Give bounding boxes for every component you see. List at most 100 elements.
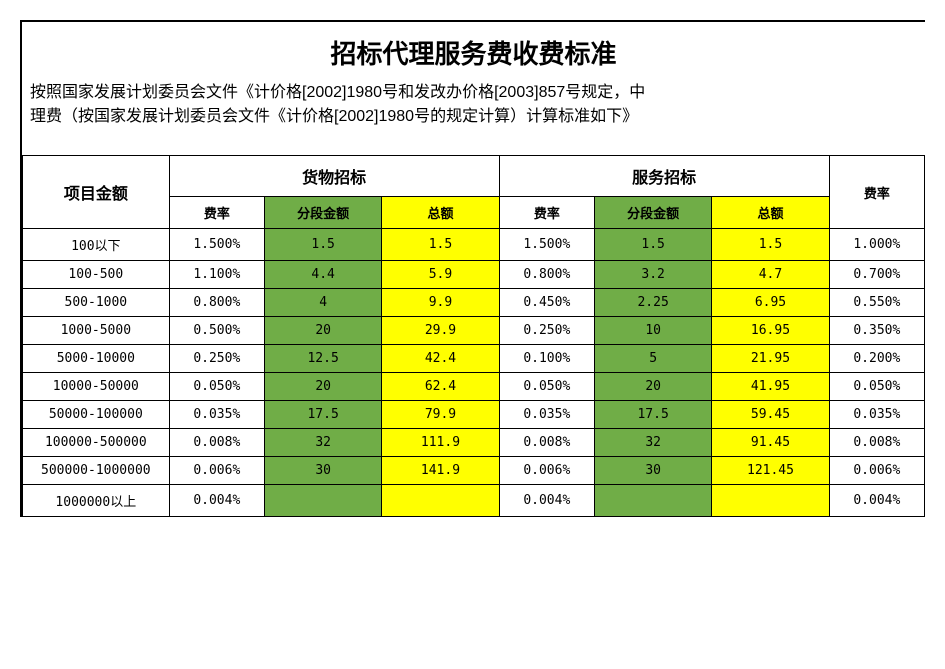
cell-goods-seg xyxy=(264,485,381,517)
cell-service-rate: 1.500% xyxy=(499,229,594,261)
cell-goods-seg: 20 xyxy=(264,373,381,401)
cell-range: 5000-10000 xyxy=(23,345,170,373)
cell-goods-rate: 0.004% xyxy=(169,485,264,517)
table-row: 5000-10000 0.250% 12.5 42.4 0.100% 5 21.… xyxy=(23,345,925,373)
cell-goods-total: 79.9 xyxy=(382,401,499,429)
table-body: 100以下 1.500% 1.5 1.5 1.500% 1.5 1.5 1.00… xyxy=(23,229,925,517)
cell-goods-total: 9.9 xyxy=(382,289,499,317)
cell-service-seg: 2.25 xyxy=(594,289,711,317)
cell-service-total: 16.95 xyxy=(712,317,829,345)
cell-goods-total: 29.9 xyxy=(382,317,499,345)
table-row: 500000-1000000 0.006% 30 141.9 0.006% 30… xyxy=(23,457,925,485)
cell-service-seg: 32 xyxy=(594,429,711,457)
cell-service-rate: 0.050% xyxy=(499,373,594,401)
cell-range: 50000-100000 xyxy=(23,401,170,429)
cell-extra-rate: 0.050% xyxy=(829,373,924,401)
cell-goods-rate: 1.500% xyxy=(169,229,264,261)
cell-goods-rate: 0.800% xyxy=(169,289,264,317)
cell-service-total: 1.5 xyxy=(712,229,829,261)
cell-service-rate: 0.008% xyxy=(499,429,594,457)
table-row: 100000-500000 0.008% 32 111.9 0.008% 32 … xyxy=(23,429,925,457)
header-goods-total: 总额 xyxy=(382,197,499,229)
cell-service-seg: 1.5 xyxy=(594,229,711,261)
cell-goods-seg: 30 xyxy=(264,457,381,485)
cell-goods-rate: 0.008% xyxy=(169,429,264,457)
cell-range: 1000000以上 xyxy=(23,485,170,517)
cell-range: 100-500 xyxy=(23,261,170,289)
table-row: 10000-50000 0.050% 20 62.4 0.050% 20 41.… xyxy=(23,373,925,401)
cell-range: 1000-5000 xyxy=(23,317,170,345)
cell-goods-rate: 0.250% xyxy=(169,345,264,373)
table-row: 100-500 1.100% 4.4 5.9 0.800% 3.2 4.7 0.… xyxy=(23,261,925,289)
cell-service-total: 91.45 xyxy=(712,429,829,457)
cell-goods-rate: 0.035% xyxy=(169,401,264,429)
subtitle-line-1: 按照国家发展计划委员会文件《计价格[2002]1980号和发改办价格[2003]… xyxy=(30,84,645,101)
cell-service-rate: 0.035% xyxy=(499,401,594,429)
cell-range: 500000-1000000 xyxy=(23,457,170,485)
cell-service-total: 21.95 xyxy=(712,345,829,373)
cell-service-seg: 30 xyxy=(594,457,711,485)
table-row: 1000-5000 0.500% 20 29.9 0.250% 10 16.95… xyxy=(23,317,925,345)
cell-goods-total: 111.9 xyxy=(382,429,499,457)
cell-range: 100以下 xyxy=(23,229,170,261)
cell-goods-rate: 1.100% xyxy=(169,261,264,289)
header-goods-rate: 费率 xyxy=(169,197,264,229)
document-container: 招标代理服务费收费标准 按照国家发展计划委员会文件《计价格[2002]1980号… xyxy=(20,20,925,517)
cell-service-seg xyxy=(594,485,711,517)
cell-service-total: 59.45 xyxy=(712,401,829,429)
header-goods-segment: 分段金额 xyxy=(264,197,381,229)
table-row: 100以下 1.500% 1.5 1.5 1.500% 1.5 1.5 1.00… xyxy=(23,229,925,261)
cell-goods-total: 5.9 xyxy=(382,261,499,289)
cell-extra-rate: 0.200% xyxy=(829,345,924,373)
cell-goods-rate: 0.050% xyxy=(169,373,264,401)
cell-service-rate: 0.250% xyxy=(499,317,594,345)
cell-goods-seg: 4 xyxy=(264,289,381,317)
cell-range: 10000-50000 xyxy=(23,373,170,401)
cell-service-rate: 0.800% xyxy=(499,261,594,289)
header-service-bid: 服务招标 xyxy=(499,156,829,197)
cell-goods-total: 1.5 xyxy=(382,229,499,261)
cell-extra-rate: 0.008% xyxy=(829,429,924,457)
cell-service-seg: 17.5 xyxy=(594,401,711,429)
cell-goods-total xyxy=(382,485,499,517)
cell-service-total: 6.95 xyxy=(712,289,829,317)
header-service-rate: 费率 xyxy=(499,197,594,229)
cell-service-total xyxy=(712,485,829,517)
spacer xyxy=(22,137,925,155)
cell-goods-seg: 1.5 xyxy=(264,229,381,261)
cell-service-rate: 0.004% xyxy=(499,485,594,517)
cell-goods-total: 62.4 xyxy=(382,373,499,401)
cell-range: 500-1000 xyxy=(23,289,170,317)
header-goods-bid: 货物招标 xyxy=(169,156,499,197)
header-service-segment: 分段金额 xyxy=(594,197,711,229)
cell-goods-total: 42.4 xyxy=(382,345,499,373)
table-header-row-1: 项目金额 货物招标 服务招标 费率 xyxy=(23,156,925,197)
page-title: 招标代理服务费收费标准 xyxy=(22,22,925,77)
table-row: 1000000以上 0.004% 0.004% 0.004% xyxy=(23,485,925,517)
cell-service-seg: 3.2 xyxy=(594,261,711,289)
cell-service-seg: 10 xyxy=(594,317,711,345)
header-service-total: 总额 xyxy=(712,197,829,229)
cell-goods-seg: 32 xyxy=(264,429,381,457)
cell-service-seg: 20 xyxy=(594,373,711,401)
cell-service-total: 121.45 xyxy=(712,457,829,485)
header-project-amount: 项目金额 xyxy=(23,156,170,229)
cell-extra-rate: 0.006% xyxy=(829,457,924,485)
cell-extra-rate: 0.700% xyxy=(829,261,924,289)
cell-extra-rate: 0.550% xyxy=(829,289,924,317)
cell-service-rate: 0.450% xyxy=(499,289,594,317)
header-extra-rate: 费率 xyxy=(829,156,924,229)
cell-goods-seg: 4.4 xyxy=(264,261,381,289)
table-row: 50000-100000 0.035% 17.5 79.9 0.035% 17.… xyxy=(23,401,925,429)
cell-service-total: 4.7 xyxy=(712,261,829,289)
cell-extra-rate: 0.035% xyxy=(829,401,924,429)
cell-goods-seg: 20 xyxy=(264,317,381,345)
cell-service-rate: 0.100% xyxy=(499,345,594,373)
cell-extra-rate: 0.350% xyxy=(829,317,924,345)
subtitle-line-2: 理费（按国家发展计划委员会文件《计价格[2002]1980号的规定计算）计算标准… xyxy=(30,108,638,125)
fee-standard-table: 项目金额 货物招标 服务招标 费率 费率 分段金额 总额 费率 分段金额 总额 … xyxy=(22,155,925,517)
cell-range: 100000-500000 xyxy=(23,429,170,457)
cell-extra-rate: 0.004% xyxy=(829,485,924,517)
cell-goods-rate: 0.006% xyxy=(169,457,264,485)
cell-service-seg: 5 xyxy=(594,345,711,373)
